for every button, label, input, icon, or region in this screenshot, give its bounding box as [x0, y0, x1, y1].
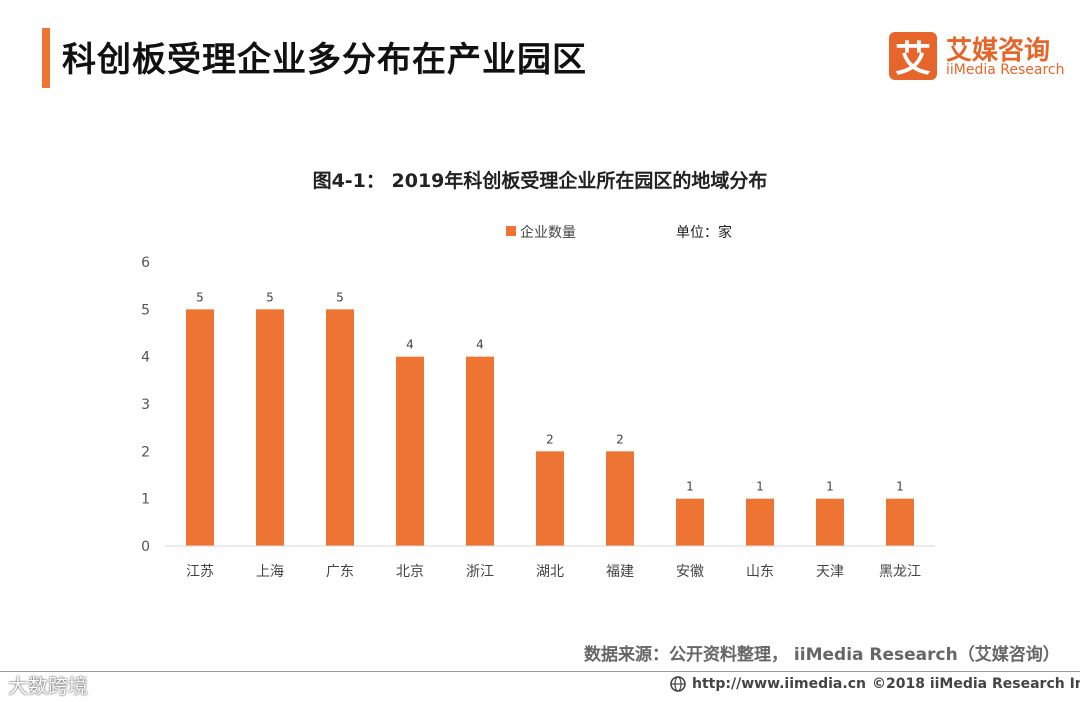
- data-label: 1: [826, 480, 834, 494]
- chart-title: 图4-1： 2019年科创板受理企业所在园区的地域分布: [312, 170, 768, 192]
- data-label: 4: [406, 338, 414, 352]
- x-tick-label: 福建: [606, 564, 634, 580]
- y-tick-label: 3: [141, 397, 150, 413]
- x-tick-label: 湖北: [536, 564, 564, 580]
- bar: [466, 356, 494, 546]
- x-tick-label: 江苏: [186, 564, 214, 580]
- bar: [326, 309, 354, 546]
- bars: 5 5 5 4 4 2 2 1 1 1 1: [186, 290, 914, 546]
- y-tick-label: 5: [141, 302, 150, 318]
- bar: [256, 309, 284, 546]
- legend-swatch: [506, 226, 516, 236]
- x-tick-label: 浙江: [466, 564, 494, 580]
- bar: [396, 356, 424, 546]
- logo-text-cn: 艾媒咨询: [946, 36, 1051, 66]
- x-tick-label: 上海: [256, 564, 284, 580]
- bar: [536, 451, 564, 546]
- bar: [606, 451, 634, 546]
- bar: [746, 498, 774, 546]
- bar: [886, 498, 914, 546]
- data-label: 4: [476, 338, 484, 352]
- footer-copyright: ©2018 iiMedia Research Inc: [872, 676, 1080, 692]
- y-tick-label: 1: [141, 492, 150, 508]
- x-tick-label: 北京: [396, 564, 424, 580]
- unit-label: 单位：家: [676, 225, 732, 241]
- bar: [186, 309, 214, 546]
- bar: [676, 498, 704, 546]
- x-axis: 江苏 上海 广东 北京 浙江 湖北 福建 安徽 山东 天津 黑龙江: [186, 564, 921, 580]
- title-accent-bar: [42, 28, 50, 88]
- data-label: 1: [896, 480, 904, 494]
- y-axis: 0 1 2 3 4 5 6: [141, 255, 150, 555]
- logo-text-en: iiMedia Research: [946, 62, 1065, 78]
- x-tick-label: 天津: [816, 564, 844, 580]
- data-label: 2: [616, 432, 624, 446]
- page-title: 科创板受理企业多分布在产业园区: [62, 40, 587, 80]
- y-tick-label: 0: [141, 539, 150, 555]
- watermark: 大数跨境: [8, 674, 88, 698]
- globe-icon: [670, 676, 686, 692]
- legend-label: 企业数量: [520, 225, 576, 241]
- x-tick-label: 广东: [326, 564, 354, 580]
- y-tick-label: 2: [141, 444, 150, 460]
- data-label: 2: [546, 432, 554, 446]
- data-label: 5: [196, 290, 204, 304]
- data-label: 5: [336, 290, 344, 304]
- y-tick-label: 4: [141, 350, 150, 366]
- footer-divider: [0, 671, 1080, 672]
- y-tick-label: 6: [141, 255, 150, 271]
- x-tick-label: 安徽: [676, 564, 704, 580]
- bar: [816, 498, 844, 546]
- logo-icon: 艾: [889, 32, 937, 80]
- source-note: 数据来源：公开资料整理， iiMedia Research（艾媒咨询）: [584, 645, 1060, 665]
- data-label: 5: [266, 290, 274, 304]
- x-tick-label: 山东: [746, 564, 774, 580]
- data-label: 1: [756, 480, 764, 494]
- x-tick-label: 黑龙江: [879, 564, 921, 580]
- data-label: 1: [686, 480, 694, 494]
- footer-url: http://www.iimedia.cn: [692, 676, 866, 692]
